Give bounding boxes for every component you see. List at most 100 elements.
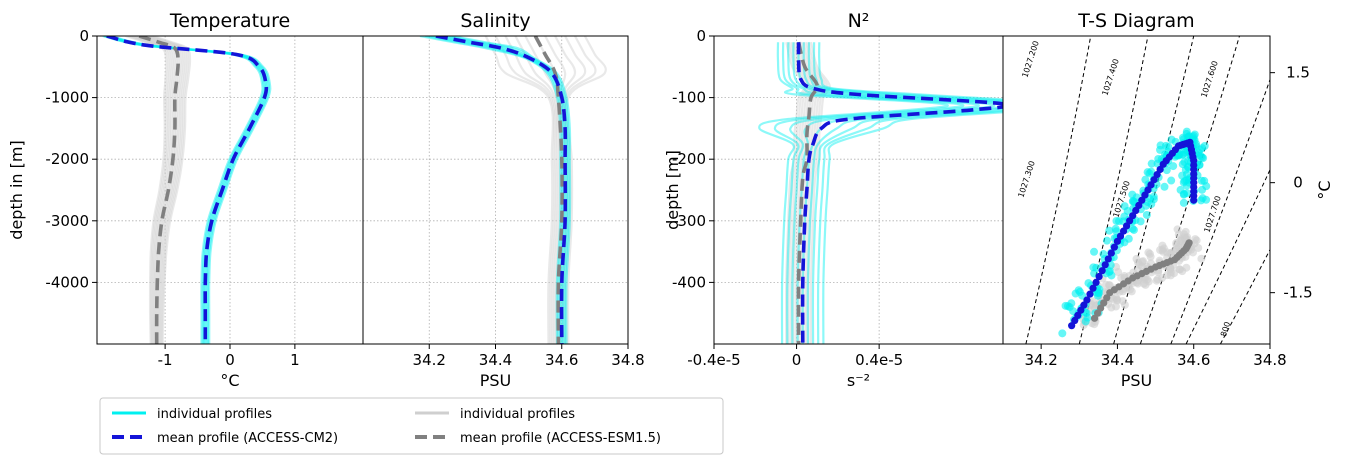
individual-profile-point <box>1142 210 1151 219</box>
mean-profile-point <box>1104 255 1112 263</box>
y-tick-label: -4000 <box>45 273 89 291</box>
chart-title: Salinity <box>460 10 530 32</box>
x-tick-label: 34.2 <box>1024 351 1057 369</box>
mean-profile-line <box>138 36 180 344</box>
isopycnal-line <box>1170 78 1270 344</box>
individual-profile-line <box>109 36 271 344</box>
individual-profile-point <box>1166 268 1175 277</box>
isopycnal-label: 800 <box>1219 321 1232 338</box>
y-tick-label: -200 <box>672 150 706 168</box>
axes-frame <box>1002 35 1271 345</box>
individual-profile-line <box>792 41 814 344</box>
individual-profile-point <box>1124 234 1133 243</box>
individual-profile-point <box>1182 127 1191 136</box>
mean-profile-point <box>1107 249 1115 257</box>
y-tick-label: -300 <box>672 212 706 230</box>
individual-profile-point <box>1090 247 1099 256</box>
y-tick-label: 0 <box>1293 174 1303 192</box>
mean-profile-line <box>106 36 269 344</box>
chart-title: Temperature <box>169 10 290 32</box>
individual-profile-point <box>1061 301 1070 310</box>
individual-profile-line <box>484 36 554 344</box>
legend-frame <box>99 397 724 455</box>
individual-profile-point <box>1105 268 1114 277</box>
individual-profile-point <box>1120 212 1129 221</box>
individual-profile-point <box>1102 236 1111 245</box>
individual-profile-point <box>1149 192 1158 201</box>
mean-profile-point <box>1095 272 1103 281</box>
individual-profile-point <box>1194 151 1203 160</box>
x-tick-label: -0.4e-5 <box>687 351 740 369</box>
individual-profile-point <box>1169 162 1178 171</box>
individual-profile-point <box>1117 273 1126 282</box>
legend: individual profiles mean profile (ACCESS-… <box>99 397 724 455</box>
isopycnal-line <box>1185 168 1270 344</box>
individual-profile-line <box>494 36 556 344</box>
individual-profile-point <box>1084 279 1093 288</box>
individual-profile-point <box>1120 300 1129 309</box>
individual-profile-line <box>809 41 831 344</box>
mean-profile-line <box>435 36 568 344</box>
individual-profile-line <box>807 42 1003 344</box>
panel-2 <box>363 36 628 344</box>
x-tick-label: 34.8 <box>1253 351 1286 369</box>
individual-profile-point <box>1112 227 1121 236</box>
x-tick-label: 34.4 <box>1101 351 1134 369</box>
isopycnal-label: 1027.300 <box>1016 160 1036 199</box>
individual-profile-point <box>1197 254 1206 263</box>
individual-profile-point <box>1111 302 1120 311</box>
individual-profile-line <box>134 36 176 344</box>
y-tick-label: -2000 <box>45 150 89 168</box>
individual-profile-point <box>1167 135 1176 144</box>
y-axis-label: depth in [m] <box>7 140 26 239</box>
axes-frame <box>713 35 1004 345</box>
y-tick-label: 0 <box>79 27 89 45</box>
individual-profile-line <box>773 42 965 344</box>
x-tick-label: -1 <box>158 351 173 369</box>
y-axis-label: °C <box>1315 180 1334 199</box>
individual-profile-point <box>1137 262 1146 271</box>
individual-profile-point <box>1175 237 1184 246</box>
individual-profile-line <box>425 36 564 344</box>
individual-profile-line <box>804 41 826 344</box>
individual-profile-line <box>562 36 587 344</box>
individual-profile-point <box>1160 182 1169 191</box>
individual-profile-point <box>1162 166 1171 175</box>
x-tick-label: 0 <box>792 351 802 369</box>
mean-profile-line <box>796 41 820 344</box>
individual-profile-line <box>446 36 570 344</box>
individual-profile-point <box>1181 165 1190 174</box>
individual-profile-line <box>818 42 1003 344</box>
y-tick-label: -100 <box>672 89 706 107</box>
isopycnal-line <box>1025 36 1092 344</box>
x-tick-label: 34.8 <box>611 351 644 369</box>
individual-profile-point <box>1128 190 1137 199</box>
individual-profile-point <box>1164 142 1173 151</box>
individual-profile-point <box>1058 329 1067 338</box>
y-tick-label: -400 <box>672 273 706 291</box>
individual-profile-line <box>799 41 821 344</box>
individual-profile-point <box>1095 285 1104 294</box>
individual-profile-point <box>1114 268 1123 277</box>
x-tick-label: 34.4 <box>479 351 512 369</box>
individual-profile-point <box>1158 274 1167 283</box>
x-axis-label: PSU <box>480 371 512 390</box>
individual-profile-point <box>1195 161 1204 170</box>
panel-3 <box>714 36 1003 344</box>
y-tick-label: 1.5 <box>1286 64 1310 82</box>
individual-profile-point <box>1129 196 1138 205</box>
x-axis-label: °C <box>220 371 239 390</box>
panel-1 <box>97 36 363 344</box>
mean-profile-line <box>796 42 1003 344</box>
individual-profile-line <box>451 36 572 344</box>
individual-profile-point <box>1147 159 1156 168</box>
legend-item-esm-individual-label: individual profiles <box>460 407 575 422</box>
individual-profile-point <box>1178 133 1187 142</box>
individual-profile-point <box>1136 217 1145 226</box>
individual-profile-point <box>1179 230 1188 239</box>
individual-profile-point <box>1145 249 1154 258</box>
individual-profile-point <box>1105 226 1114 235</box>
individual-profile-point <box>1113 296 1122 305</box>
individual-profile-point <box>1081 317 1090 326</box>
individual-profile-point <box>1156 141 1165 150</box>
